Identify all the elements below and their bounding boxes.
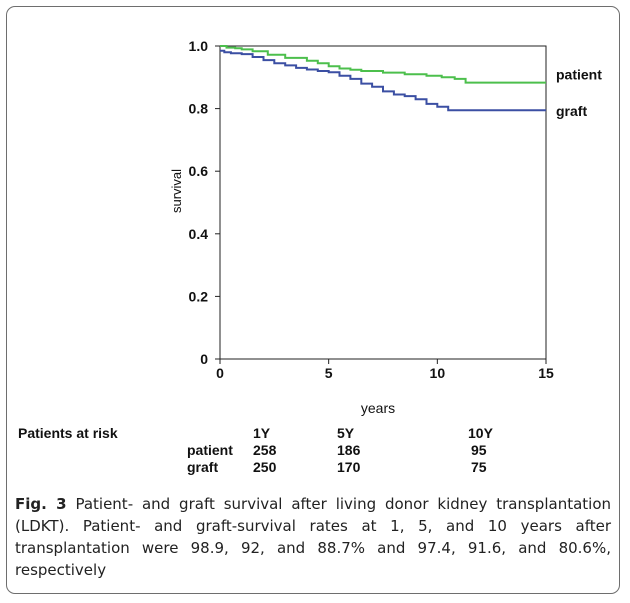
y-tick-label-5: 1.0 <box>189 38 209 54</box>
risk-graft-10y: 75 <box>471 459 487 475</box>
series-label-graft: graft <box>556 103 587 119</box>
risk-row-graft-label: graft <box>187 459 219 475</box>
chart-series: patient graft <box>220 45 602 119</box>
figure-caption-label: Fig. 3 <box>15 495 67 513</box>
figure-caption: Fig. 3 Patient- and graft survival after… <box>15 493 611 581</box>
x-axis-label: years <box>361 400 395 416</box>
x-tick-label-0: 0 <box>216 365 224 381</box>
risk-patient-1y: 258 <box>253 442 277 458</box>
y-tick-label-3: 0.6 <box>189 163 209 179</box>
figure-caption-text: Patient- and graft survival after living… <box>15 495 612 579</box>
series-line-graft <box>220 49 546 112</box>
figure-frame <box>6 6 620 594</box>
series-label-patient: patient <box>556 67 602 83</box>
y-tick-label-4: 0.8 <box>189 101 209 117</box>
chart-ticks: 0 5 10 15 0 0.2 0.4 0.6 0.8 1.0 <box>189 38 554 381</box>
x-tick-label-1: 5 <box>325 365 333 381</box>
y-axis-label: survival <box>169 169 184 213</box>
risk-graft-5y: 170 <box>337 459 361 475</box>
plot-area-border <box>219 45 547 360</box>
risk-patient-10y: 95 <box>471 442 487 458</box>
risk-header-10y: 10Y <box>468 425 493 441</box>
chart-axes <box>219 45 547 360</box>
risk-row-patient-label: patient <box>187 442 233 458</box>
x-tick-label-2: 10 <box>430 365 446 381</box>
risk-header-1y: 1Y <box>253 425 271 441</box>
risk-patient-5y: 186 <box>337 442 361 458</box>
y-tick-label-1: 0.2 <box>189 288 209 304</box>
x-tick-label-3: 15 <box>538 365 554 381</box>
risk-graft-1y: 250 <box>253 459 277 475</box>
survival-chart: 0 5 10 15 0 0.2 0.4 0.6 0.8 1.0 patient graft year… <box>169 38 602 416</box>
risk-header-5y: 5Y <box>337 425 355 441</box>
risk-table-label: Patients at risk <box>18 425 118 441</box>
series-line-patient <box>220 45 546 84</box>
y-tick-label-2: 0.4 <box>189 226 209 242</box>
y-tick-label-0: 0 <box>200 351 208 367</box>
